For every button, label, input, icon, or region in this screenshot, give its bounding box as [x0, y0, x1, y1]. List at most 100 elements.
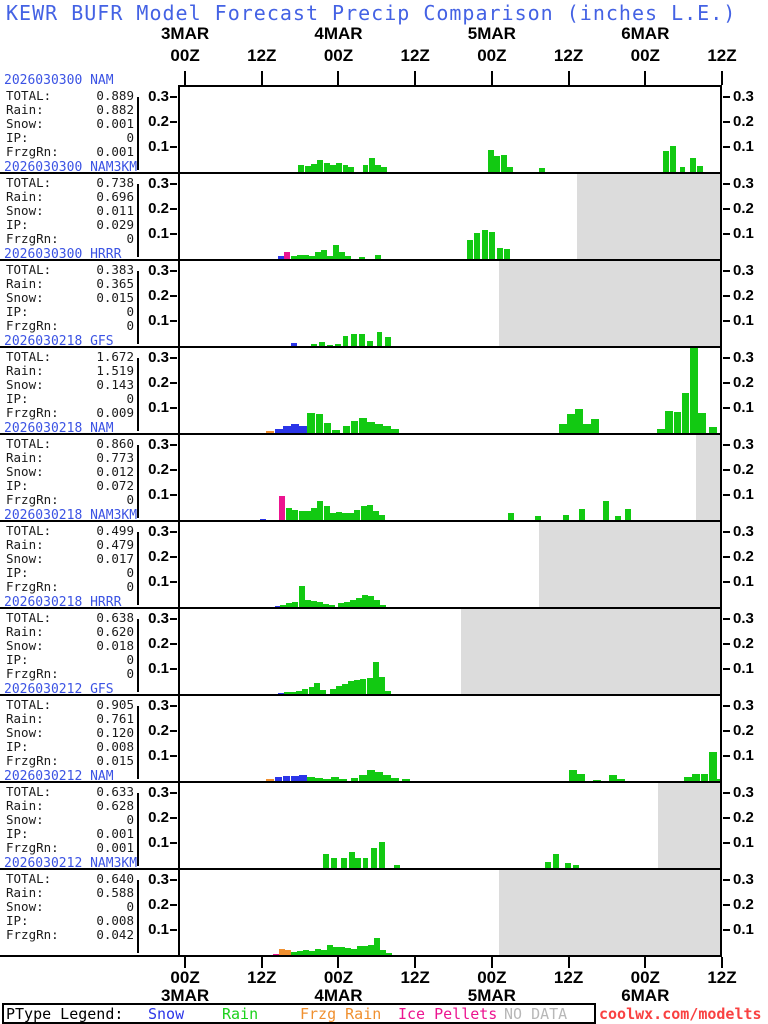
- precip-bar-r: [692, 774, 701, 781]
- precip-bar-r: [663, 150, 670, 172]
- stat-row: Snow: 0.120: [6, 726, 134, 740]
- panel-stats: TOTAL: 0.633 Rain: 0.628 Snow: 0 IP: 0.001 FrzgR…: [6, 785, 134, 854]
- precip-bar-r: [366, 340, 373, 346]
- precip-bar-r: [323, 854, 330, 868]
- y-axis-tick: [170, 357, 177, 359]
- stat-value: 0.640: [96, 871, 134, 886]
- y-axis-tick: [170, 270, 177, 272]
- precip-bar-r: [487, 149, 494, 172]
- y-axis-tick: [723, 96, 730, 98]
- precip-bar-r: [286, 507, 293, 520]
- precip-bar-r: [334, 344, 341, 346]
- stat-row: IP: 0: [6, 129, 134, 145]
- precip-bar-i: [284, 251, 291, 259]
- y-axis-tick: [723, 494, 730, 496]
- precip-bar-r: [369, 158, 375, 172]
- panel-plot: [178, 609, 722, 694]
- stat-label: IP:: [6, 216, 29, 232]
- axis-day-label: 3MAR: [160, 24, 210, 43]
- stat-row: FrzgRn: 0.015: [6, 753, 134, 768]
- stat-label: FrzgRn:: [6, 926, 59, 942]
- stat-row: TOTAL: 0.889: [6, 89, 134, 103]
- precip-bar-r: [348, 166, 355, 172]
- y-axis-tick: [170, 494, 177, 496]
- precip-bar-r: [326, 344, 333, 346]
- y-axis-tick: [170, 618, 177, 620]
- model-panel: 2026030212 NAM TOTAL: 0.633 Rain: 0.628 Snow:…: [0, 769, 754, 868]
- axis-hour-label: 12Z: [553, 46, 584, 65]
- axis-hour-label: 12Z: [553, 968, 584, 987]
- stat-row: Rain: 0.479: [6, 538, 134, 552]
- y-axis-tick: [170, 320, 177, 322]
- stat-value: 0.860: [96, 436, 134, 451]
- stat-label: IP:: [6, 477, 29, 493]
- precip-bar-r: [545, 861, 551, 868]
- stat-value: 0: [126, 651, 134, 667]
- precip-bar-r: [358, 257, 365, 259]
- precip-bar-r: [323, 778, 331, 781]
- stat-row: FrzgRn: 0: [6, 579, 134, 594]
- stat-row: IP: 0.008: [6, 738, 134, 754]
- y-axis-label-left: 0.2: [148, 287, 169, 304]
- precip-bar-r: [373, 511, 380, 520]
- y-axis-tick: [723, 643, 730, 645]
- precip-bar-r: [381, 167, 388, 172]
- panel-plot: [178, 85, 722, 172]
- y-axis-label-left: 0.1: [148, 312, 169, 329]
- y-axis-separator: [137, 532, 139, 605]
- precip-bar-r: [317, 602, 324, 607]
- stat-value: 0.001: [96, 143, 134, 159]
- stat-row: Snow: 0.012: [6, 465, 134, 479]
- precip-bar-r: [318, 342, 325, 346]
- stat-value: 0: [126, 317, 134, 333]
- axis-day-label: 3MAR: [160, 986, 210, 1005]
- y-axis-tick: [170, 444, 177, 446]
- ptype-legend: PType Legend: Snow Rain Frzg Rain Ice Pelle…: [2, 1003, 596, 1024]
- axis-day-label: 4MAR: [314, 986, 363, 1005]
- precip-bar-r: [297, 255, 304, 259]
- precip-bar-r: [380, 604, 387, 607]
- axis-hour-label: 12Z: [247, 968, 277, 987]
- precip-bar-r: [679, 167, 686, 172]
- y-axis-tick: [723, 929, 730, 931]
- stat-label: Rain:: [6, 884, 44, 900]
- precip-bar-r: [317, 159, 324, 172]
- stat-label: Snow:: [6, 376, 44, 392]
- y-axis-tick: [723, 730, 730, 732]
- precip-bar-r: [489, 232, 496, 259]
- y-axis-tick: [170, 121, 177, 123]
- y-axis-tick: [170, 842, 177, 844]
- precip-bar-r: [358, 334, 365, 346]
- precip-bar-r: [565, 863, 571, 868]
- stat-value: 0: [126, 665, 134, 681]
- precip-bar-r: [311, 164, 318, 172]
- stat-row: TOTAL: 0.905: [6, 698, 134, 712]
- stat-value: 0: [126, 129, 134, 145]
- panel-stats: TOTAL: 0.738 Rain: 0.696 Snow: 0.011 IP: 0.029 F…: [6, 176, 134, 245]
- y-axis-label-right: 0.3: [733, 871, 754, 888]
- y-axis-tick: [723, 407, 730, 409]
- axis-tick: [260, 957, 263, 968]
- y-axis-label-left: 0.1: [148, 486, 169, 503]
- stat-value: 0.889: [96, 88, 134, 103]
- precip-bar-r: [372, 661, 379, 694]
- stat-label: Rain:: [6, 710, 44, 726]
- stat-label: TOTAL:: [6, 436, 52, 451]
- stat-label: IP:: [6, 738, 29, 754]
- precip-bar-r: [552, 854, 559, 868]
- y-axis-label-right: 0.2: [733, 287, 754, 304]
- y-axis-tick: [723, 581, 730, 583]
- stat-value: 0.001: [96, 825, 134, 841]
- precip-bar-s: [274, 776, 283, 781]
- precip-bar-s: [299, 425, 308, 433]
- precip-bar-r: [311, 507, 318, 520]
- stat-row: Snow: 0.011: [6, 204, 134, 218]
- axis-tick: [567, 957, 570, 968]
- precip-bar-r: [349, 851, 355, 868]
- axis-day-label: 5MAR: [467, 24, 516, 43]
- precip-bar-r: [394, 864, 401, 868]
- precip-bar-r: [302, 689, 308, 694]
- axis-day-label: 4MAR: [314, 24, 363, 43]
- y-axis-tick: [723, 755, 730, 757]
